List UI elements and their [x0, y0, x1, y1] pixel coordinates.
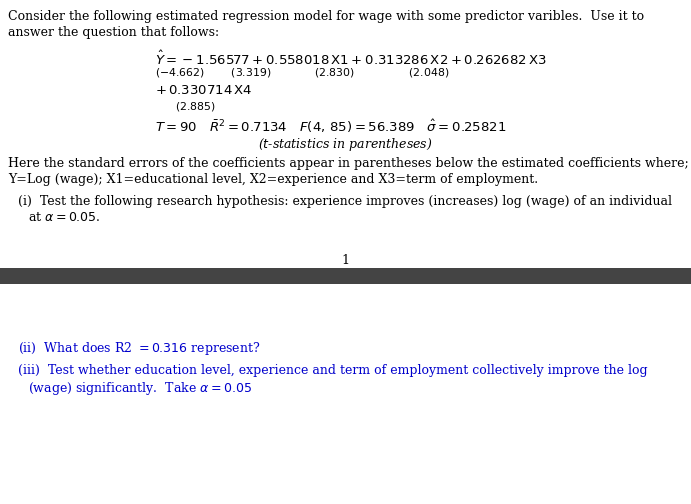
Text: Consider the following estimated regression model for wage with some predictor v: Consider the following estimated regress…: [8, 10, 644, 23]
Text: Y=Log (wage); X1=educational level, X2=experience and X3=term of employment.: Y=Log (wage); X1=educational level, X2=e…: [8, 173, 538, 186]
Text: (ii)  What does R2 $= 0.316$ represent?: (ii) What does R2 $= 0.316$ represent?: [18, 340, 261, 357]
Text: $T = 90\quad \bar{R}^2 = 0.7134\quad F(4,\,85) = 56.389\quad \hat{\sigma} = 0.25: $T = 90\quad \bar{R}^2 = 0.7134\quad F(4…: [155, 118, 507, 135]
Bar: [0, 268, 691, 284]
Text: at $\alpha = 0.05$.: at $\alpha = 0.05$.: [28, 211, 101, 224]
Text: (i)  Test the following research hypothesis: experience improves (increases) log: (i) Test the following research hypothes…: [18, 195, 672, 208]
Text: $(2.885)$: $(2.885)$: [175, 100, 216, 113]
Text: ($t$-statistics in parentheses): ($t$-statistics in parentheses): [258, 136, 433, 153]
Text: Here the standard errors of the coefficients appear in parentheses below the est: Here the standard errors of the coeffici…: [8, 157, 689, 170]
Text: 1: 1: [341, 254, 349, 267]
Text: $(-4.662)\quad\quad\;\;(3.319)\quad\quad\quad\quad\,(2.830)\quad\quad\quad\quad\: $(-4.662)\quad\quad\;\;(3.319)\quad\quad…: [155, 66, 449, 79]
Text: (iii)  Test whether education level, experience and term of employment collectiv: (iii) Test whether education level, expe…: [18, 364, 647, 377]
Text: $+\,0.330714\,\mathrm{X4}$: $+\,0.330714\,\mathrm{X4}$: [155, 84, 252, 97]
Text: (wage) significantly.  Take $\alpha = 0.05$: (wage) significantly. Take $\alpha = 0.0…: [28, 380, 252, 397]
Text: answer the question that follows:: answer the question that follows:: [8, 26, 219, 39]
Text: $\hat{Y} = -1.56577 + 0.558018\,\mathrm{X1} + 0.313286\,\mathrm{X2} + 0.262682\,: $\hat{Y} = -1.56577 + 0.558018\,\mathrm{…: [155, 50, 547, 68]
